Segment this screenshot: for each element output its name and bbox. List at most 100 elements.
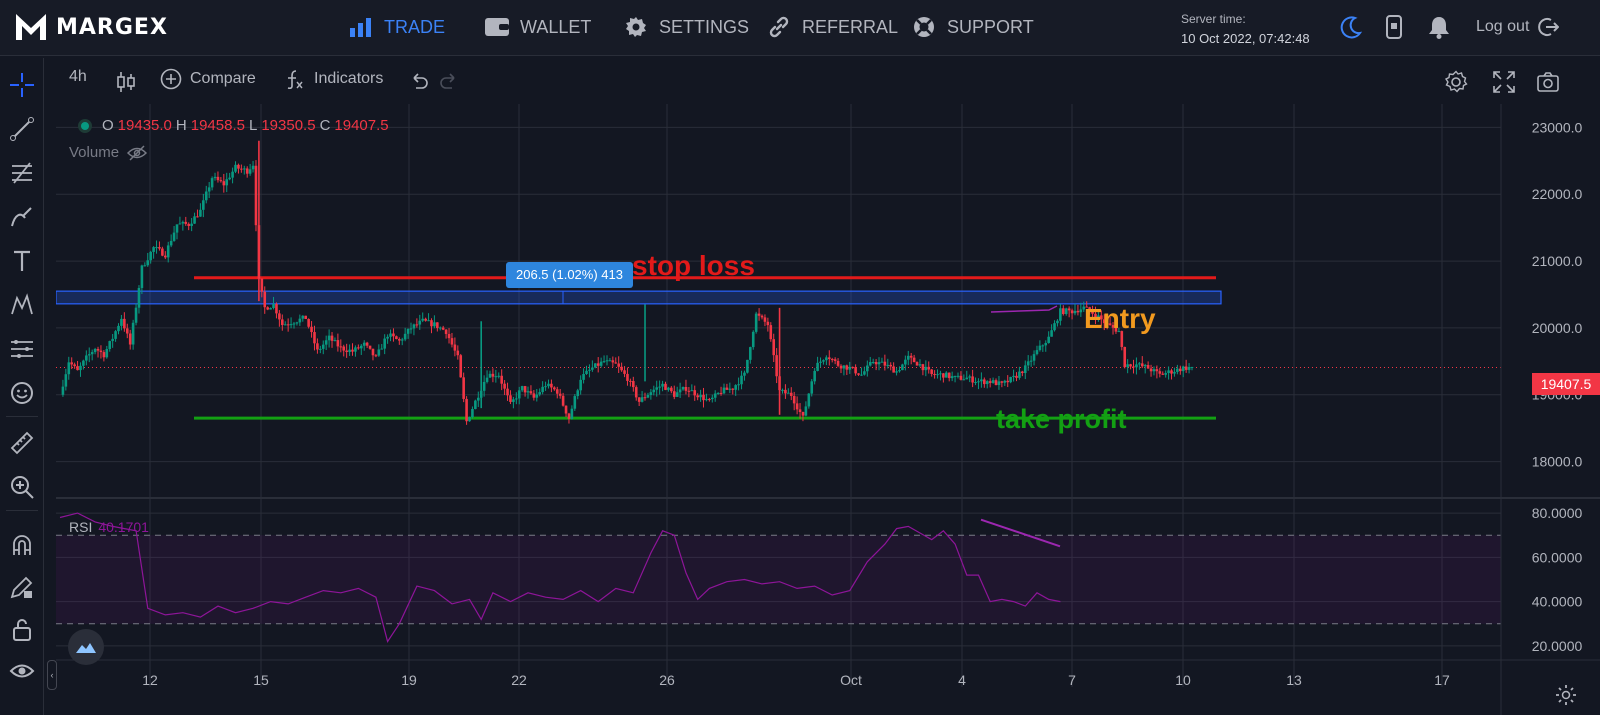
emoji-tool[interactable]: [9, 380, 35, 406]
candle-body: [804, 406, 808, 416]
candle-body: [1126, 364, 1129, 368]
candle-body: [371, 348, 375, 356]
candle-body: [912, 357, 916, 363]
candle-body: [591, 367, 594, 370]
pattern-tool[interactable]: [9, 292, 35, 318]
candle-body: [120, 318, 123, 326]
candle-body: [82, 360, 85, 366]
high-value: 19458.5: [190, 117, 245, 134]
candle-body: [330, 335, 334, 341]
candle-body: [87, 354, 91, 356]
candle-body: [652, 389, 656, 393]
nav-referral[interactable]: REFERRAL: [766, 15, 898, 39]
candle-body: [400, 339, 404, 341]
candle-body: [137, 287, 141, 308]
candle-body: [143, 265, 147, 267]
candle-body: [1056, 320, 1059, 324]
candle-body: [555, 389, 559, 394]
take-profit-label: take profit: [996, 404, 1127, 434]
margex-logo-icon: [16, 14, 46, 40]
magnet-tool[interactable]: [9, 532, 35, 558]
candle-body: [1176, 368, 1179, 372]
candle-body: [968, 376, 971, 378]
candle-body: [476, 397, 480, 401]
brush-tool[interactable]: [9, 204, 35, 230]
logout-button[interactable]: Log out: [1476, 16, 1560, 38]
nav-trade[interactable]: TRADE: [348, 15, 445, 39]
camera-icon[interactable]: [1536, 70, 1560, 94]
candle-body: [904, 359, 907, 365]
fib-tool[interactable]: [9, 160, 35, 186]
time-tick-label: 17: [1434, 672, 1450, 688]
candle-body: [971, 376, 974, 383]
collapse-toolbar-button[interactable]: ‹: [47, 660, 57, 690]
crosshair-tool[interactable]: [9, 72, 35, 98]
candle-body: [1094, 313, 1097, 318]
candle-body: [585, 370, 588, 375]
axis-settings-icon[interactable]: [1555, 684, 1577, 706]
visibility-tool[interactable]: [9, 658, 35, 684]
unlock-tool[interactable]: [9, 616, 35, 642]
nav-wallet[interactable]: WALLET: [484, 15, 591, 39]
candle-body: [1178, 368, 1182, 372]
candles-icon[interactable]: [114, 70, 138, 94]
candle-body: [839, 365, 843, 369]
server-time-value: 10 Oct 2022, 07:42:48: [1181, 31, 1310, 46]
candle-body: [626, 373, 629, 381]
ruler-tool[interactable]: [9, 430, 35, 456]
candle-body: [757, 313, 761, 316]
chart-settings-icon[interactable]: [1444, 70, 1468, 94]
candle-body: [620, 366, 623, 371]
compare-button[interactable]: Compare: [160, 68, 256, 90]
candle-body: [579, 379, 582, 391]
candle-body: [942, 373, 945, 378]
bell-icon[interactable]: [1426, 14, 1452, 40]
candle-body: [1143, 365, 1147, 367]
candle-body: [538, 392, 542, 395]
candle-body: [169, 240, 173, 246]
interval-button[interactable]: 4h: [69, 68, 87, 86]
redo-icon[interactable]: [438, 70, 462, 94]
candle-body: [541, 386, 544, 393]
volume-legend[interactable]: Volume: [69, 144, 148, 161]
candle-body: [1111, 325, 1115, 328]
margex-logo[interactable]: MARGEX: [14, 11, 168, 43]
candle-body: [339, 346, 343, 348]
text-tool[interactable]: [9, 248, 35, 274]
candle-body: [354, 347, 357, 352]
eye-off-icon[interactable]: [127, 144, 148, 161]
candle-body: [868, 362, 872, 366]
candle-body: [365, 342, 369, 346]
nav-settings[interactable]: SETTINGS: [623, 15, 749, 39]
moon-icon[interactable]: [1338, 14, 1364, 40]
trend-line-tool[interactable]: [9, 116, 35, 142]
candle-body: [962, 379, 966, 381]
close-value: 19407.5: [334, 117, 389, 134]
candle-body: [974, 382, 977, 384]
nav-support[interactable]: SUPPORT: [911, 15, 1034, 39]
indicators-button[interactable]: Indicators: [284, 68, 383, 90]
mobile-icon[interactable]: [1381, 14, 1407, 40]
candle-body: [1167, 370, 1170, 374]
candle-body: [1018, 371, 1021, 378]
candle-body: [70, 362, 74, 365]
candle-body: [175, 224, 179, 233]
candle-body: [944, 372, 948, 378]
candle-body: [930, 369, 933, 374]
candle-body: [1076, 310, 1080, 313]
candle-body: [678, 389, 682, 393]
fullscreen-icon[interactable]: [1492, 70, 1516, 94]
candle-body: [117, 325, 120, 332]
measure-tool[interactable]: [9, 336, 35, 362]
bar-chart-icon: [350, 18, 371, 37]
lock-drawing-tool[interactable]: [9, 574, 35, 600]
candle-body: [1064, 308, 1068, 314]
price-chart[interactable]: 23000.022000.021000.020000.019000.018000…: [56, 104, 1600, 715]
undo-icon[interactable]: [406, 70, 430, 94]
zoom-tool[interactable]: [9, 474, 35, 500]
candle-body: [696, 395, 699, 398]
candle-body: [362, 342, 366, 346]
candle-body: [1053, 323, 1056, 331]
tradingview-logo[interactable]: [68, 629, 104, 665]
candle-body: [529, 391, 533, 394]
